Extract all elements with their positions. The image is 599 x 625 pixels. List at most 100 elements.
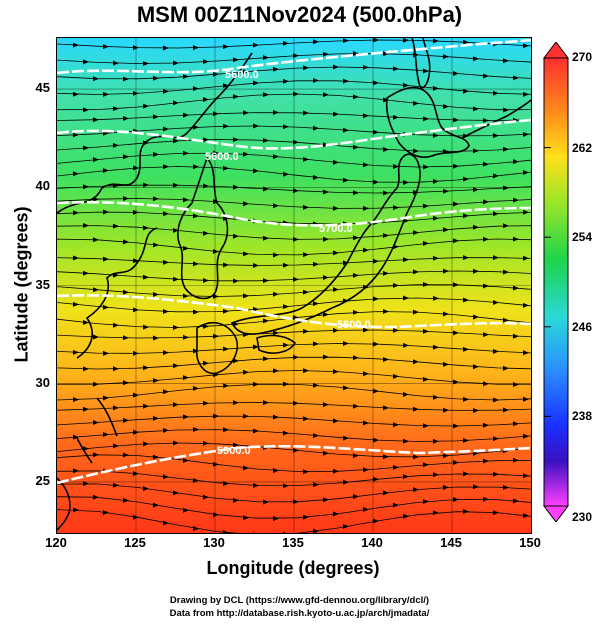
wind-arrow — [353, 190, 359, 196]
colorbar-gradient — [543, 57, 569, 507]
wind-arrow — [163, 474, 169, 480]
wind-arrow — [273, 203, 279, 209]
y-tick-label: 30 — [35, 374, 50, 390]
wind-arrow — [313, 528, 319, 533]
wind-arrow — [483, 199, 489, 205]
wind-arrow — [263, 400, 269, 406]
wind-arrow — [93, 494, 99, 500]
wind-arrow — [153, 378, 159, 383]
wind-arrow — [173, 325, 179, 330]
wind-arrow — [433, 255, 439, 261]
x-tick-label: 125 — [124, 535, 146, 550]
wind-arrow — [493, 133, 499, 139]
wind-arrow — [513, 333, 519, 339]
wind-arrow — [433, 438, 439, 444]
wind-arrow — [293, 236, 299, 242]
wind-arrow — [303, 368, 309, 374]
coastline-sakhalin — [411, 38, 431, 89]
wind-arrow — [113, 443, 119, 449]
wind-arrow — [473, 148, 479, 154]
wind-arrow — [403, 38, 409, 43]
wind-arrow — [143, 103, 149, 109]
wind-arrow — [453, 163, 459, 169]
wind-arrow — [433, 85, 439, 91]
wind-arrow — [193, 261, 199, 267]
coastline-japan-honshu — [230, 153, 421, 335]
wind-arrow — [223, 44, 229, 50]
streamline — [57, 483, 531, 503]
wind-arrow — [133, 209, 139, 215]
wind-arrow — [273, 291, 279, 297]
wind-arrow — [343, 177, 349, 183]
wind-arrow — [453, 238, 459, 244]
wind-arrow — [243, 69, 249, 75]
wind-arrow — [173, 138, 179, 144]
streamline — [57, 225, 531, 240]
wind-arrow — [73, 468, 79, 474]
wind-arrow — [93, 237, 99, 243]
wind-arrow — [93, 117, 99, 123]
x-tick-label: 135 — [282, 535, 304, 550]
wind-arrow — [163, 88, 169, 94]
wind-arrow — [523, 350, 529, 356]
wind-arrow — [213, 461, 219, 467]
wind-arrow — [83, 223, 89, 228]
wind-arrow — [393, 66, 399, 72]
wind-arrow — [223, 262, 229, 268]
wind-arrow — [373, 179, 379, 185]
wind-arrow — [93, 157, 99, 163]
wind-arrow — [373, 129, 379, 135]
wind-arrow — [153, 151, 159, 157]
wind-arrow — [383, 490, 389, 496]
wind-arrow — [153, 242, 159, 248]
wind-arrow — [513, 197, 519, 203]
wind-arrow — [303, 416, 309, 422]
wind-arrow — [353, 453, 359, 459]
wind-arrow — [483, 381, 489, 387]
wind-arrow — [233, 184, 239, 190]
wind-arrow — [113, 482, 119, 488]
wind-arrow — [493, 510, 499, 516]
wind-arrow — [453, 379, 459, 385]
wind-arrow — [473, 187, 479, 193]
wind-arrow — [363, 467, 369, 473]
wind-arrow — [103, 304, 109, 310]
wind-arrow — [463, 346, 469, 352]
wind-arrow — [453, 497, 459, 502]
wind-arrow — [463, 255, 469, 261]
wind-arrow — [143, 61, 149, 66]
x-axis-label: Longitude (degrees) — [206, 558, 380, 578]
wind-arrow — [333, 111, 339, 117]
wind-arrow — [153, 454, 159, 460]
wind-arrow — [303, 469, 309, 475]
wind-arrow — [523, 43, 529, 49]
wind-arrow — [183, 150, 189, 156]
wind-arrow — [73, 434, 79, 440]
wind-arrow — [343, 479, 349, 485]
wind-arrow — [493, 211, 499, 217]
wind-arrow — [163, 211, 169, 217]
wind-arrow — [443, 104, 449, 109]
wind-arrow — [513, 285, 519, 291]
wind-arrow — [113, 223, 119, 229]
wind-arrow — [283, 40, 289, 46]
wind-arrow — [373, 518, 379, 524]
wind-arrow — [363, 327, 369, 333]
wind-arrow — [303, 65, 309, 71]
wind-arrow — [203, 323, 209, 329]
wind-arrow — [123, 115, 129, 121]
wind-arrow — [263, 499, 269, 505]
wind-arrow — [363, 507, 369, 512]
wind-arrow — [503, 317, 509, 323]
wind-arrow — [183, 293, 189, 299]
wind-arrow — [313, 125, 319, 131]
wind-arrow — [423, 203, 429, 209]
wind-arrow — [193, 124, 199, 130]
wind-arrow — [453, 423, 459, 429]
wind-arrow — [383, 147, 389, 152]
wind-arrow — [493, 255, 499, 261]
wind-arrow — [323, 92, 329, 98]
wind-arrow — [313, 261, 319, 267]
wind-arrow — [233, 497, 239, 503]
wind-arrow — [443, 227, 449, 233]
